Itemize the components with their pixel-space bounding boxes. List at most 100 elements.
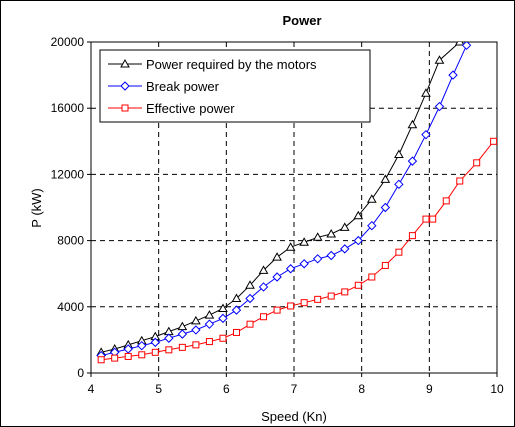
data-point [326,228,337,238]
axis-ticks: 4 5 6 7 8 9 10 0 4000 8000 12000 16000 20000 [51,35,504,396]
data-point [299,237,310,246]
data-point [368,273,376,281]
data-point [326,250,336,261]
data-point [150,337,160,348]
legend-box [99,49,371,123]
data-point [353,210,364,220]
x-tick-label: 5 [155,382,162,396]
data-point [381,261,389,269]
series-group [96,42,497,364]
data-point [287,302,295,310]
data-point [327,292,335,300]
data-point [429,215,437,223]
legend-item: Power required by the motors [108,57,317,72]
data-point [339,222,350,231]
data-point [407,119,418,129]
data-point [461,42,472,51]
data-point [490,137,497,145]
data-point [312,232,323,241]
y-tick-label: 8000 [57,234,84,248]
legend-label: Effective power [146,101,235,116]
data-point [456,177,464,185]
data-point [394,149,404,159]
data-point [191,325,201,335]
data-point [395,248,403,256]
data-point [285,242,296,251]
data-point [367,220,377,231]
data-point [380,202,391,213]
data-point [448,70,458,80]
data-point [258,265,269,274]
x-tick-label: 7 [291,382,298,396]
data-point [272,272,282,282]
data-point [380,174,391,183]
data-point [124,352,132,360]
data-point [164,333,174,343]
data-point [218,313,228,324]
x-tick-label: 6 [223,382,230,396]
data-point [407,156,418,166]
y-tick-label: 12000 [51,167,85,181]
data-point [454,42,465,46]
data-point [165,346,173,354]
data-point [177,329,188,339]
data-point [341,288,349,296]
data-point [245,293,255,304]
y-tick-label: 20000 [51,35,85,49]
x-tick-label: 10 [490,382,504,396]
data-point [151,348,159,356]
data-point [422,215,430,223]
data-point [111,354,119,362]
series-1 [96,42,472,361]
data-point [299,259,309,269]
legend-label: Power required by the motors [146,57,317,72]
legend: Power required by the motors Break power E… [99,49,371,123]
data-point [97,356,105,364]
data-point [354,281,362,289]
data-point [258,282,269,292]
data-point [218,303,228,312]
y-tick-label: 16000 [51,101,85,115]
legend-marker [120,81,130,91]
data-point [273,306,281,314]
data-point [245,280,255,289]
data-point [473,159,481,167]
data-point [231,305,242,315]
series-line [101,45,468,357]
y-tick-label: 0 [77,366,84,380]
data-point [285,264,296,274]
data-point [394,179,404,190]
data-point [272,252,282,261]
data-point [442,197,450,205]
data-point [191,315,201,325]
series-2 [97,137,497,364]
data-point [353,235,363,246]
data-point [204,319,215,329]
data-point [137,340,147,351]
data-point [421,88,431,97]
data-point [260,313,268,321]
data-point [204,310,215,319]
x-axis-label: Speed (Kn) [261,409,327,424]
data-point [232,328,240,336]
data-point [312,254,323,264]
y-tick-label: 4000 [57,300,84,314]
x-tick-label: 9 [426,382,433,396]
data-point [434,55,445,64]
data-point [408,232,416,240]
data-point [246,320,254,328]
data-point [314,295,322,303]
legend-item: Effective power [108,101,235,116]
data-point [231,293,242,303]
data-point [300,299,308,307]
legend-label: Break power [146,79,220,94]
data-point [434,101,445,112]
data-point [219,334,227,342]
data-point [177,321,188,331]
legend-item: Break power [108,79,220,94]
data-point [138,351,146,359]
y-axis-label: P (kW) [29,188,44,227]
data-point [205,338,213,346]
data-point [178,343,186,351]
